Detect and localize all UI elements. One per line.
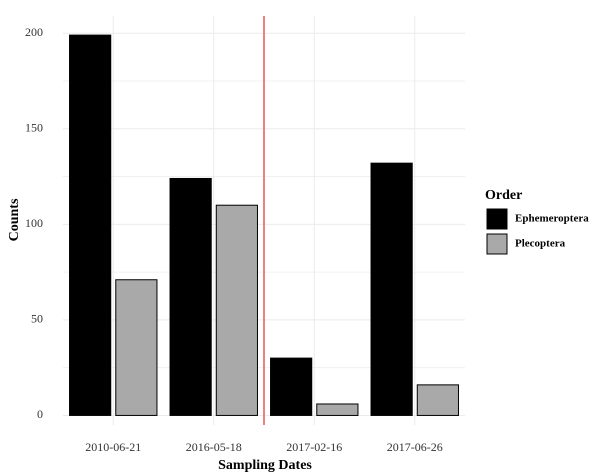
bar (270, 357, 313, 416)
bar (370, 162, 413, 416)
legend-title: Order (485, 188, 522, 203)
legend-label: Ephemeroptera (515, 213, 589, 225)
legend-swatch (486, 233, 508, 255)
y-tick-label: 150 (25, 121, 43, 135)
y-tick-label: 0 (37, 407, 43, 421)
x-tick-label: 2017-06-26 (387, 440, 443, 454)
legend-swatch (486, 208, 508, 230)
bar (169, 177, 212, 416)
x-tick-label: 2017-02-16 (286, 440, 342, 454)
x-tick-label: 2010-06-21 (85, 440, 141, 454)
bar (215, 204, 258, 416)
y-tick-label: 200 (25, 25, 43, 39)
y-tick-label: 100 (25, 216, 43, 230)
x-tick-label: 2016-05-18 (186, 440, 242, 454)
x-axis-label: Sampling Dates (218, 458, 312, 473)
bar (416, 384, 459, 416)
bar (316, 403, 359, 416)
bar (69, 34, 112, 416)
y-tick-label: 50 (31, 312, 43, 326)
y-axis-label: Counts (7, 198, 22, 241)
legend-label: Plecoptera (515, 238, 566, 250)
bar (115, 279, 158, 416)
